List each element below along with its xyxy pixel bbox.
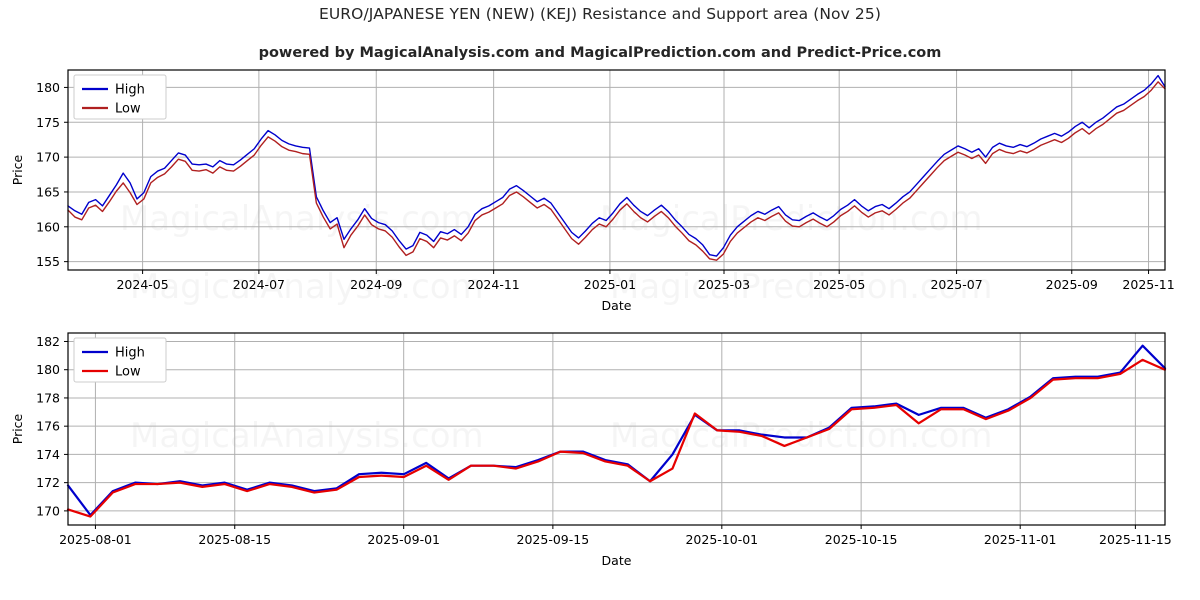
y-axis-group: 170 172 174 176 178 180 182 (36, 334, 1165, 518)
x-axis-title: Date (602, 298, 632, 310)
watermark-text: MagicalAnalysis.com (130, 416, 484, 456)
y-tick-label: 178 (36, 390, 60, 405)
x-tick-label: 2025-09-01 (367, 532, 440, 547)
x-tick-label: 2025-05 (813, 277, 865, 292)
series-line-high (66, 344, 1167, 517)
x-axis-group: 2025-08-01 2025-08-15 2025-09-01 2025-09-15… (59, 333, 1172, 547)
y-axis-group: 155 160 165 170 175 180 (36, 80, 1165, 269)
y-tick-label: 170 (36, 503, 60, 518)
watermark-text: MagicalPrediction.com (610, 416, 993, 456)
watermark-text: MagicalAnalysis.com (130, 267, 484, 307)
x-tick-label: 2025-08-15 (198, 532, 271, 547)
watermark-group: MagicalAnalysis.com MagicalPrediction.com (130, 416, 993, 456)
x-tick-label: 2025-07 (930, 277, 982, 292)
detail-chart-panel: MagicalAnalysis.com MagicalPrediction.com… (0, 325, 1200, 593)
y-tick-label: 160 (36, 219, 60, 234)
detail-chart-svg[interactable]: MagicalAnalysis.com MagicalPrediction.com… (0, 325, 1200, 593)
x-axis-title: Date (602, 553, 632, 568)
series-line-low (67, 81, 1166, 261)
y-tick-label: 155 (36, 254, 60, 269)
y-tick-label: 174 (36, 447, 60, 462)
legend-label-low: Low (115, 102, 141, 117)
legend-label-high: High (115, 346, 145, 361)
y-tick-label: 176 (36, 419, 60, 434)
x-tick-label: 2025-11-15 (1099, 532, 1172, 547)
page-title: EURO/JAPANESE YEN (NEW) (KEJ) Resistance… (318, 5, 882, 23)
y-axis-title: Price (10, 154, 25, 185)
y-tick-label: 170 (36, 150, 60, 165)
y-axis-title: Price (10, 413, 25, 444)
y-tick-label: 175 (36, 115, 60, 130)
legend[interactable]: High Low (73, 74, 167, 120)
x-axis-group: 2024-05 2024-07 2024-09 2024-11 2025-01 2025-… (116, 70, 1175, 292)
plot-frame (67, 332, 1166, 526)
overview-chart-panel: MagicalAnalysis.comMagicalPrediction.com… (0, 62, 1200, 310)
x-tick-label: 2024-07 (233, 277, 285, 292)
x-tick-label: 2025-08-01 (59, 532, 132, 547)
x-tick-label: 2025-10-01 (685, 532, 758, 547)
y-tick-label: 180 (36, 80, 60, 95)
x-tick-label: 2025-03 (698, 277, 750, 292)
series-line-high (67, 74, 1166, 257)
x-tick-label: 2025-10-15 (825, 532, 898, 547)
y-tick-label: 180 (36, 362, 60, 377)
overview-chart-svg[interactable]: MagicalAnalysis.comMagicalPrediction.com… (0, 62, 1200, 310)
y-tick-label: 165 (36, 184, 60, 199)
page-subtitle: powered by MagicalAnalysis.com and Magic… (258, 45, 942, 61)
plot-frame (67, 69, 1166, 271)
x-tick-label: 2025-01 (584, 277, 636, 292)
series-line-low (66, 358, 1167, 518)
legend-label-low: Low (115, 365, 141, 380)
x-tick-label: 2025-09 (1046, 277, 1098, 292)
y-tick-label: 172 (36, 475, 60, 490)
x-tick-label: 2025-11 (1122, 277, 1174, 292)
x-tick-label: 2024-11 (468, 277, 520, 292)
legend[interactable]: High Low (73, 337, 167, 383)
x-tick-label: 2025-09-15 (517, 532, 590, 547)
x-tick-label: 2025-11-01 (984, 532, 1057, 547)
y-tick-label: 182 (36, 334, 60, 349)
x-tick-label: 2024-09 (350, 277, 402, 292)
legend-label-high: High (115, 83, 145, 98)
x-tick-label: 2024-05 (116, 277, 168, 292)
